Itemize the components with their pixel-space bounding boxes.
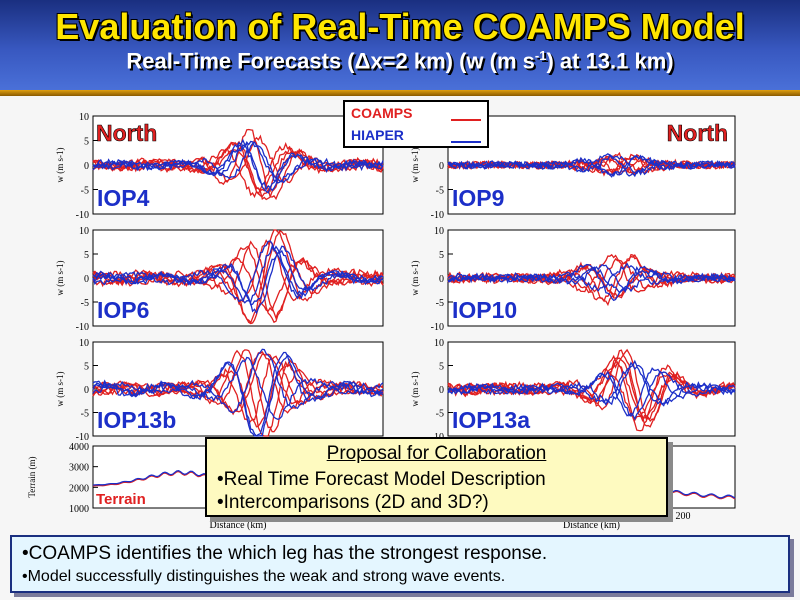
chart-legend: COAMPS HIAPER — [343, 100, 489, 148]
subtitle-delta: Δ — [354, 48, 371, 74]
panel-title: IOP9 — [452, 185, 504, 211]
y-tick-label: 10 — [434, 226, 444, 237]
proposal-item: •Real Time Forecast Model Description — [217, 469, 546, 490]
title-banner — [0, 0, 800, 90]
hiaper-series-line — [92, 348, 384, 414]
panel-title: Terrain — [96, 491, 146, 508]
proposal-box: Proposal for Collaboration •Real Time Fo… — [205, 437, 668, 517]
y-tick-label: -10 — [76, 210, 89, 221]
y-tick-label: 10 — [434, 338, 444, 349]
subtitle-suffix: ) at 13.1 km) — [546, 48, 674, 74]
legend-coamps-label: COAMPS — [351, 105, 413, 121]
hiaper-series-line — [447, 266, 736, 294]
y-tick-label: -5 — [436, 186, 444, 197]
hiaper-series-line — [92, 240, 384, 303]
hiaper-series-line — [447, 154, 736, 177]
y-tick-label: 0 — [439, 274, 444, 285]
y-tick-label: 4000 — [69, 442, 89, 453]
y-tick-label: -5 — [436, 298, 444, 309]
y-axis-label: w (m s-1) — [410, 148, 420, 183]
subtitle-mid: x=2 km) (w (m s — [370, 48, 535, 74]
y-axis-label: Terrain (m) — [27, 456, 37, 497]
hiaper-series-line — [92, 245, 384, 315]
hiaper-series-line — [447, 364, 736, 407]
y-tick-label: -10 — [431, 322, 444, 333]
y-axis-label: w (m s-1) — [55, 261, 65, 296]
summary-item: •COAMPS identifies the which leg has the… — [22, 543, 548, 564]
y-tick-label: 5 — [84, 362, 89, 373]
panel-title: IOP10 — [452, 297, 517, 323]
summary-box: •COAMPS identifies the which leg has the… — [10, 535, 790, 593]
slide-subtitle: Real-Time Forecasts (Δx=2 km) (w (m s-1)… — [0, 48, 800, 74]
proposal-title: Proposal for Collaboration — [326, 443, 547, 464]
y-tick-label: 0 — [439, 385, 444, 396]
hiaper-series-line — [92, 351, 384, 437]
hiaper-series-line — [92, 249, 384, 306]
y-tick-label: 0 — [84, 161, 89, 172]
y-tick-label: -5 — [81, 409, 89, 420]
summary-item: •Model successfully distinguishes the we… — [22, 568, 506, 585]
y-tick-label: 5 — [84, 137, 89, 148]
y-tick-label: 10 — [79, 226, 89, 237]
hiaper-series-line — [447, 153, 736, 176]
panel-title: IOP6 — [97, 297, 149, 323]
region-label: North — [96, 120, 157, 146]
slide-title: Evaluation of Real-Time COAMPS Model — [55, 6, 745, 47]
y-tick-label: 1000 — [69, 504, 89, 515]
y-tick-label: -5 — [81, 186, 89, 197]
title-divider — [0, 90, 800, 96]
legend-hiaper-label: HIAPER — [351, 127, 404, 143]
y-tick-label: -10 — [76, 432, 89, 443]
y-tick-label: 0 — [84, 385, 89, 396]
hiaper-series-line — [92, 144, 384, 191]
subtitle-prefix: Real-Time Forecasts ( — [126, 48, 355, 74]
panel-title: IOP13a — [452, 407, 530, 433]
y-tick-label: 5 — [439, 362, 444, 373]
coamps-series-line — [92, 349, 384, 433]
subtitle-superscript: -1 — [534, 48, 547, 63]
y-tick-label: 0 — [84, 274, 89, 285]
y-axis-label: w (m s-1) — [55, 148, 65, 183]
hiaper-series-line — [447, 370, 736, 421]
y-tick-label: 10 — [79, 112, 89, 123]
proposal-item: •Intercomparisons (2D and 3D?) — [217, 492, 489, 513]
hiaper-series-line — [92, 140, 384, 184]
x-tick-label: 200 — [676, 511, 691, 522]
hiaper-series-line — [447, 152, 736, 178]
hiaper-series-line — [447, 359, 736, 407]
y-axis-label: w (m s-1) — [410, 261, 420, 296]
y-tick-label: 3000 — [69, 463, 89, 474]
y-axis-label: w (m s-1) — [410, 372, 420, 407]
x-axis-label: Distance (km) — [210, 520, 267, 531]
y-tick-label: 5 — [84, 250, 89, 261]
panel-title: IOP13b — [97, 407, 176, 433]
coamps-series-line — [447, 254, 736, 307]
hiaper-series-line — [92, 141, 384, 183]
y-tick-label: -10 — [76, 322, 89, 333]
y-tick-label: 0 — [439, 161, 444, 172]
panel-title: IOP4 — [97, 185, 150, 211]
y-tick-label: -5 — [81, 298, 89, 309]
y-tick-label: -10 — [431, 210, 444, 221]
y-tick-label: 5 — [439, 250, 444, 261]
y-tick-label: -5 — [436, 409, 444, 420]
x-axis-label: Distance (km) — [563, 520, 620, 531]
y-axis-label: w (m s-1) — [55, 372, 65, 407]
y-tick-label: 10 — [79, 338, 89, 349]
coamps-series-line — [92, 245, 384, 324]
coamps-series-line — [92, 257, 384, 312]
hiaper-series-line — [447, 262, 736, 292]
legend-coamps-line — [451, 119, 481, 121]
y-tick-label: 2000 — [69, 483, 89, 494]
region-label: North — [667, 120, 728, 146]
legend-hiaper-line — [451, 141, 481, 143]
hiaper-series-line — [92, 244, 384, 304]
